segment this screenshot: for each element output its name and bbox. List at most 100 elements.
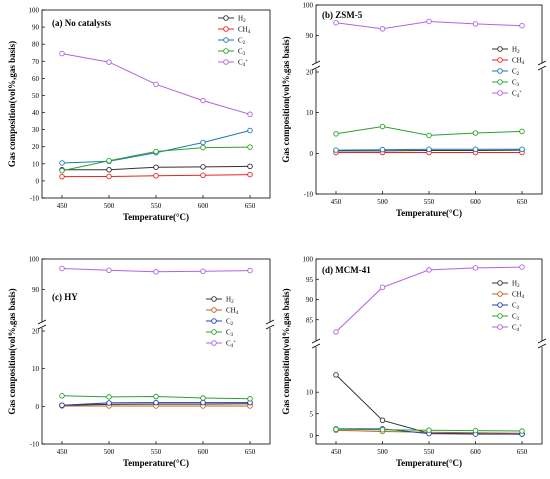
- data-point: [333, 19, 339, 26]
- series-c4-plus: C4+: [59, 50, 253, 118]
- y-axis-title: Gas composition(vol%,gas basis): [281, 288, 291, 414]
- axis-break-mark: [37, 319, 47, 325]
- legend-marker: [497, 79, 503, 85]
- data-point: [106, 394, 112, 400]
- x-tick-label: 650: [517, 198, 528, 206]
- data-point: [379, 417, 386, 424]
- data-point: [426, 267, 432, 273]
- data-point: [200, 395, 206, 401]
- series-line: [61, 130, 251, 164]
- axis-break-gap: [312, 63, 320, 69]
- legend-marker: [211, 296, 217, 302]
- axis-break-gap: [266, 322, 274, 328]
- data-point: [426, 18, 432, 25]
- series-c4-plus: C4+: [333, 18, 525, 100]
- data-point: [333, 372, 339, 378]
- axis-break-mark: [537, 65, 547, 71]
- data-point: [379, 284, 386, 291]
- y-tick-label: 85: [306, 316, 314, 324]
- y-axis-title: Gas composition(vol%,gas basis): [7, 41, 17, 167]
- data-point: [247, 396, 253, 402]
- legend-marker: [211, 329, 217, 335]
- x-tick-label: 550: [424, 448, 435, 456]
- x-axis-title: Temperature(°C): [396, 208, 462, 218]
- data-point: [153, 148, 159, 155]
- x-tick-label: 500: [104, 202, 115, 210]
- axis-break-mark: [311, 338, 321, 344]
- y-tick-label: 95: [306, 276, 314, 284]
- axis-break-gap: [538, 341, 546, 347]
- plot-frame: [41, 258, 271, 445]
- data-point: [153, 269, 159, 275]
- data-point: [59, 160, 65, 166]
- data-point: [333, 147, 339, 153]
- legend-label: C4+: [512, 90, 522, 100]
- data-point: [426, 146, 432, 153]
- legend-label: C4+: [238, 59, 248, 69]
- data-point: [247, 267, 253, 274]
- legend-label: CH4: [512, 57, 525, 67]
- series-c4-plus: C4+: [59, 265, 253, 350]
- legend-marker: [223, 37, 229, 43]
- axis-break-gap: [538, 63, 546, 69]
- axis-break-gap: [312, 341, 320, 347]
- y-tick-label: 20: [32, 328, 40, 336]
- chart-panel-4: 0 5 10 85 90 95 100 450 500 550 600 650 Temperature(…: [281, 256, 547, 468]
- x-tick-label: 550: [151, 202, 162, 210]
- legend-label: H2: [512, 280, 520, 290]
- legend-label: C3: [238, 48, 246, 58]
- data-point: [200, 172, 206, 179]
- x-tick-label: 450: [57, 202, 68, 210]
- y-tick-label: 30: [32, 126, 40, 134]
- plot-frame: [315, 4, 543, 195]
- legend-marker: [497, 302, 503, 308]
- data-point: [247, 171, 253, 178]
- y-tick-label: 10: [306, 109, 314, 117]
- x-tick-label: 450: [57, 448, 68, 456]
- data-point: [200, 164, 206, 170]
- legend-label: C3: [512, 79, 520, 89]
- x-tick-label: 500: [377, 198, 388, 206]
- data-point: [106, 267, 112, 274]
- y-tick-label: 100: [303, 2, 314, 10]
- legend-marker: [223, 59, 229, 65]
- data-point: [59, 173, 65, 180]
- data-point: [472, 130, 479, 136]
- data-point: [59, 265, 65, 272]
- y-tick-label: -10: [30, 441, 40, 449]
- series-ch4: CH4: [333, 291, 525, 436]
- data-point: [106, 173, 112, 180]
- x-tick-label: 450: [331, 198, 342, 206]
- y-tick-label: 100: [303, 256, 314, 264]
- data-point: [200, 399, 206, 406]
- chart-panel-2: -10 0 10 20 90 100 450 500 550 600 650 Temperature(…: [281, 2, 547, 218]
- legend-marker: [223, 15, 229, 21]
- data-point: [153, 164, 159, 170]
- x-axis-title: Temperature(°C): [123, 212, 189, 222]
- y-tick-label: 0: [310, 150, 314, 158]
- data-point: [59, 50, 65, 57]
- series-h2: H2: [59, 15, 253, 173]
- data-point: [247, 111, 253, 118]
- y-tick-label: 10: [32, 365, 40, 373]
- series-c3: C3: [59, 329, 253, 402]
- series-c2: C2: [59, 37, 253, 166]
- y-tick-label: 20: [32, 143, 40, 151]
- legend-label: C4+: [226, 340, 236, 350]
- data-point: [106, 59, 112, 65]
- panel-title: (c) HY: [52, 292, 78, 302]
- series-h2: H2: [333, 280, 525, 437]
- data-point: [379, 26, 386, 32]
- data-point: [153, 399, 159, 406]
- legend-marker: [497, 280, 503, 286]
- legend-marker: [497, 68, 503, 74]
- data-point: [426, 132, 432, 139]
- y-tick-label: 10: [306, 389, 314, 397]
- series-c3: C3: [59, 48, 253, 174]
- panel-title: (b) ZSM-5: [322, 10, 363, 20]
- x-tick-label: 600: [470, 448, 481, 456]
- x-tick-label: 650: [517, 448, 528, 456]
- legend-label: H2: [238, 15, 246, 25]
- x-tick-label: 600: [198, 448, 209, 456]
- series-ch4: CH4: [59, 307, 253, 409]
